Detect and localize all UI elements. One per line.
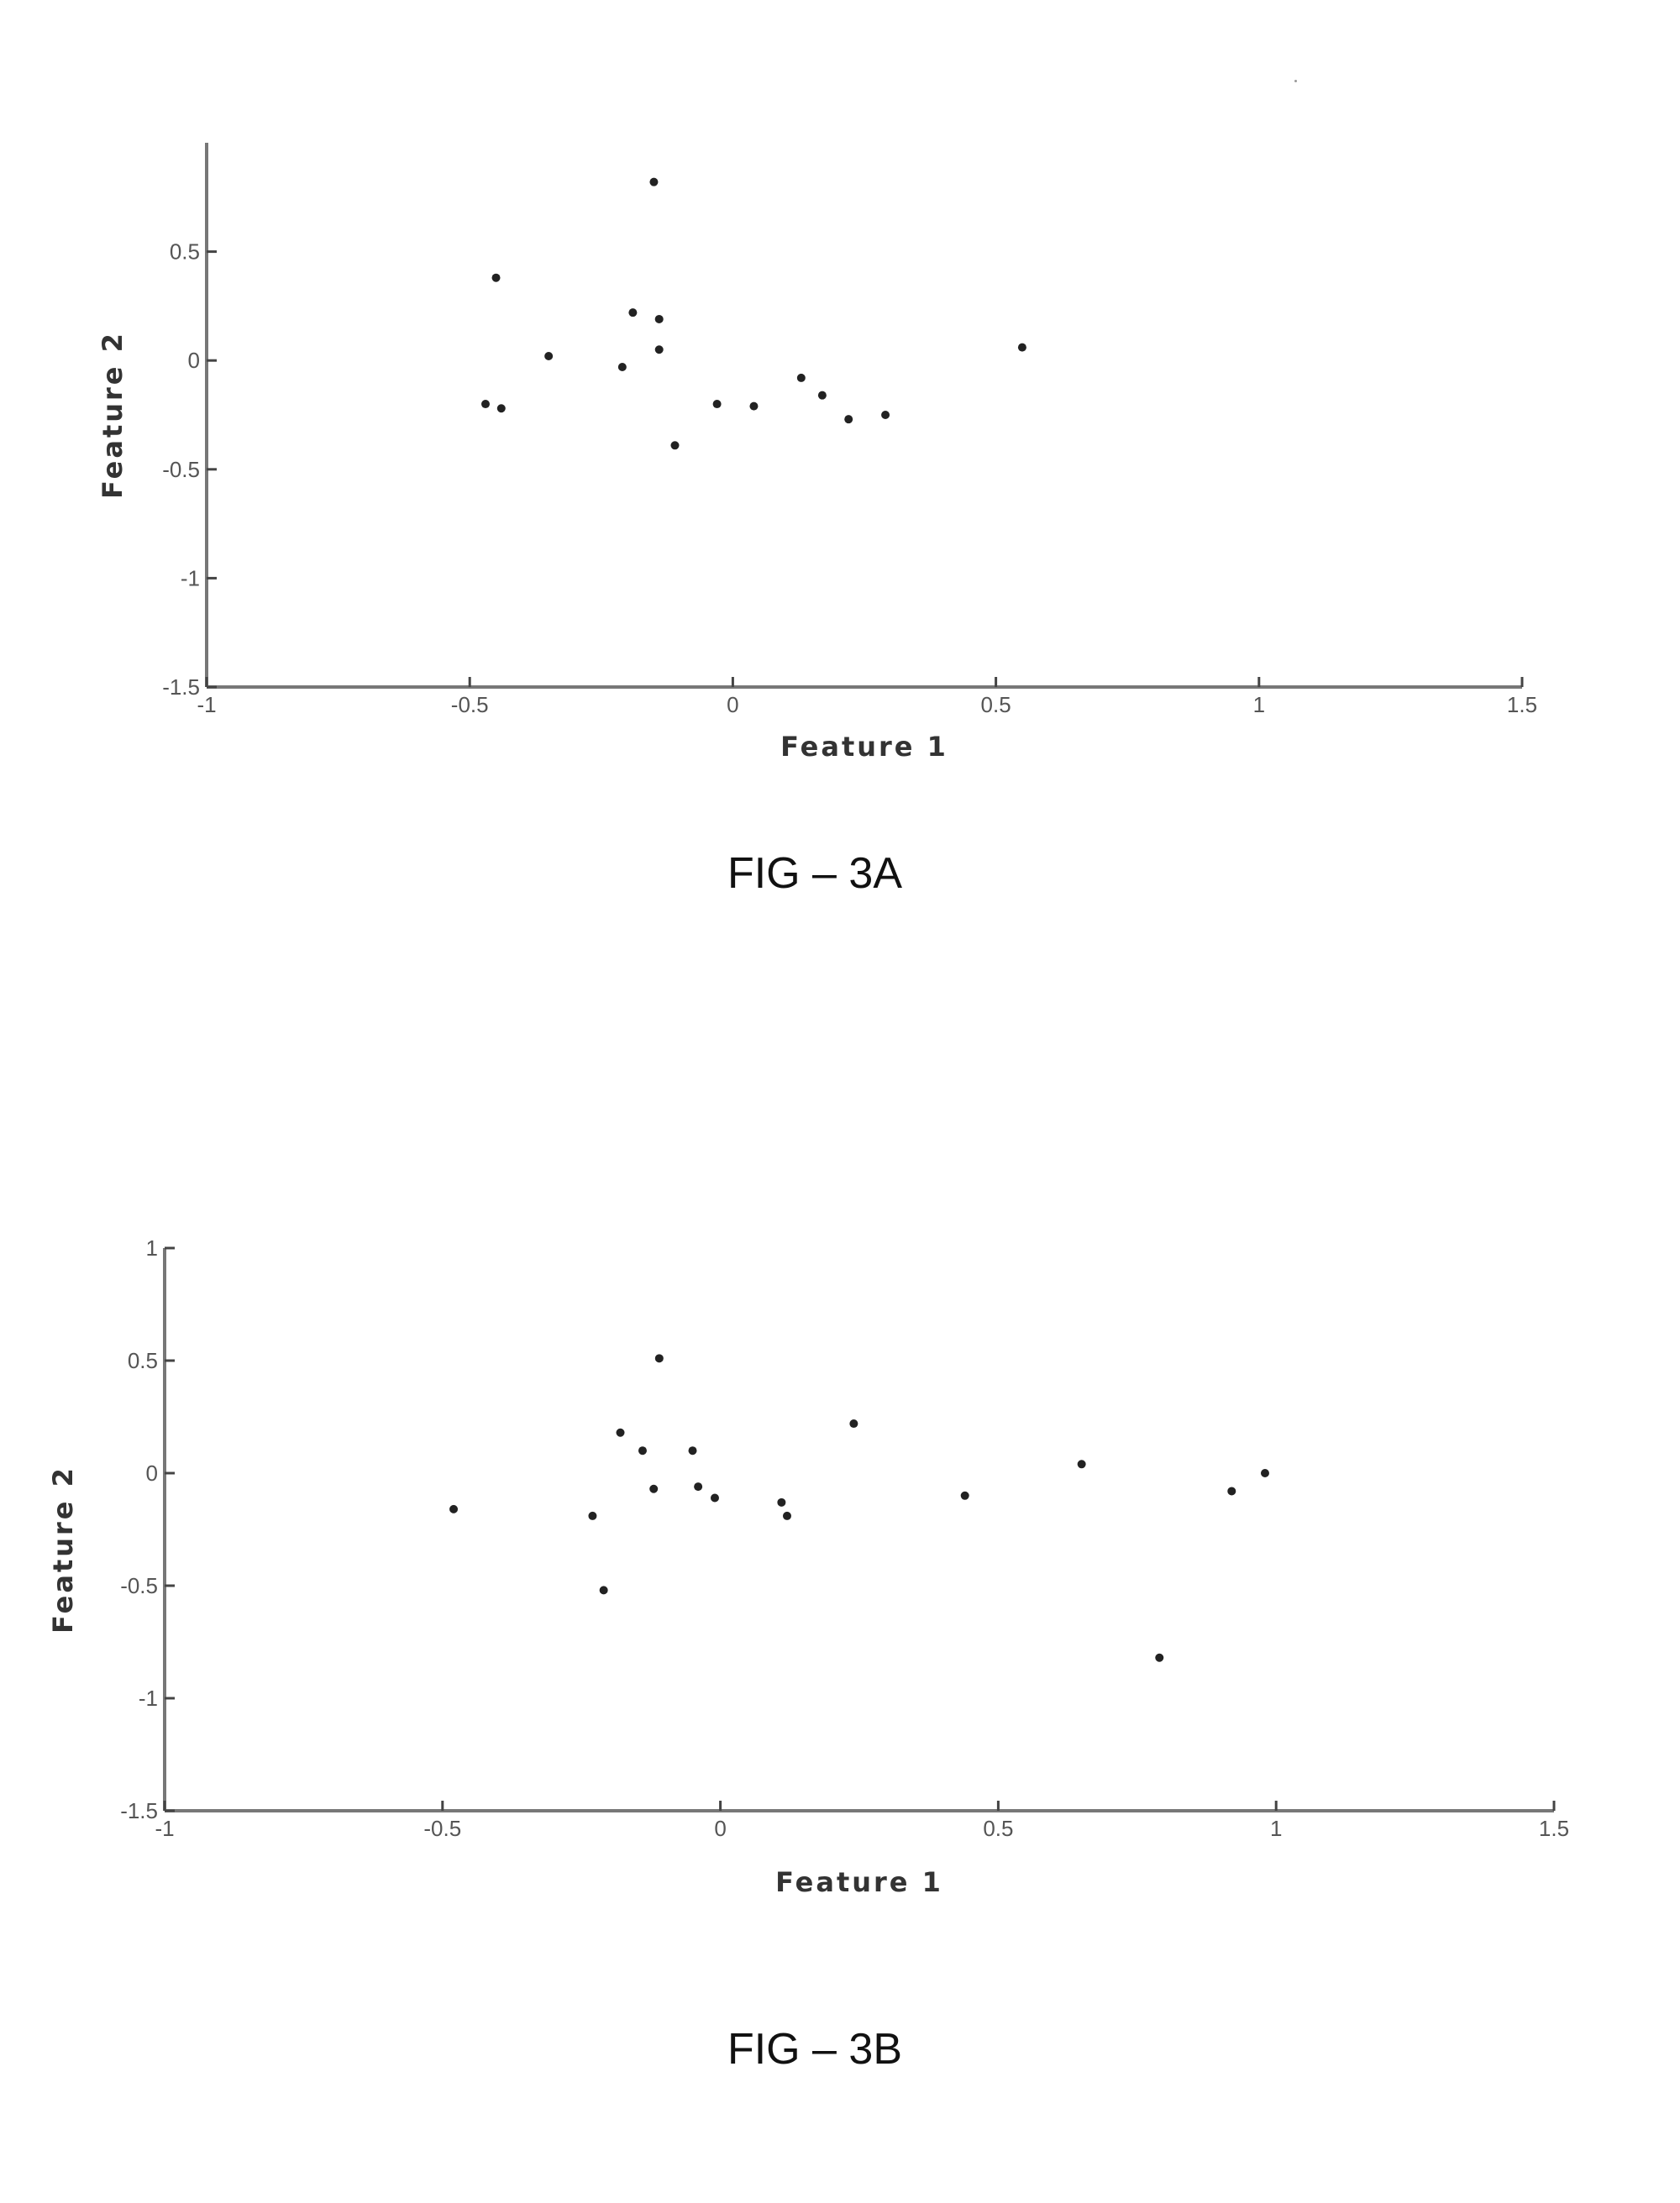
- data-point: [689, 1446, 697, 1455]
- y-tick-label: 0: [146, 1461, 158, 1486]
- x-axis-title: Feature 1: [780, 731, 948, 763]
- x-tick-label: 1.5: [1507, 692, 1537, 717]
- data-point: [694, 1482, 702, 1491]
- data-point: [649, 178, 658, 186]
- x-tick-label: -0.5: [423, 1816, 461, 1841]
- x-tick-label: 1.5: [1539, 1816, 1569, 1841]
- data-point: [797, 374, 806, 382]
- y-tick-label: 0: [188, 348, 200, 373]
- y-tick-label: -0.5: [162, 457, 200, 482]
- x-tick-label: 0: [714, 1816, 726, 1841]
- data-point: [588, 1512, 596, 1520]
- figure-caption-3a: FIG – 3A: [0, 848, 1630, 899]
- data-point: [544, 352, 553, 360]
- y-tick-label: 1: [146, 1235, 158, 1261]
- scatter-plot-3a: -1-0.500.511.5-1.5-1-0.500.5 Feature 1 F…: [0, 0, 1680, 1092]
- data-point: [628, 308, 637, 317]
- data-point: [649, 1485, 658, 1493]
- y-tick-label: 0.5: [128, 1348, 158, 1373]
- x-tick-label: 0: [727, 692, 738, 717]
- scan-speck: [1294, 80, 1297, 82]
- data-point: [1018, 344, 1026, 352]
- ticks-3b: -1-0.500.511.5-1.5-1-0.500.51: [120, 1235, 1569, 1841]
- data-point: [670, 441, 679, 449]
- y-tick-label: 0.5: [170, 239, 200, 265]
- data-point: [655, 315, 664, 323]
- data-point: [655, 1354, 664, 1362]
- figure-3b: -1-0.500.511.5-1.5-1-0.500.51 Feature 1 …: [0, 1092, 1680, 2203]
- data-point: [618, 363, 627, 371]
- data-point: [481, 400, 490, 408]
- x-tick-label: 0.5: [983, 1816, 1013, 1841]
- y-tick-label: -1.5: [120, 1798, 158, 1823]
- data-point: [617, 1429, 625, 1437]
- x-tick-label: 0.5: [981, 692, 1011, 717]
- y-axis-title: Feature 2: [47, 1466, 79, 1634]
- data-point: [961, 1492, 969, 1500]
- data-point: [749, 402, 758, 411]
- x-tick-label: 1: [1270, 1816, 1282, 1841]
- figure-3a: -1-0.500.511.5-1.5-1-0.500.5 Feature 1 F…: [0, 0, 1680, 1092]
- figure-caption-3b: FIG – 3B: [0, 2024, 1630, 2074]
- data-point: [849, 1419, 858, 1428]
- points-3b: [449, 1354, 1269, 1661]
- data-point: [713, 400, 722, 408]
- data-point: [655, 345, 664, 354]
- data-point: [492, 274, 501, 282]
- data-point: [1155, 1654, 1163, 1662]
- data-point: [638, 1446, 647, 1455]
- data-point: [1227, 1487, 1236, 1495]
- x-tick-label: -0.5: [451, 692, 489, 717]
- data-point: [818, 391, 827, 400]
- points-3a: [481, 178, 1026, 450]
- data-point: [844, 415, 853, 423]
- data-point: [1078, 1460, 1086, 1468]
- data-point: [711, 1493, 719, 1502]
- data-point: [783, 1512, 791, 1520]
- data-point: [497, 404, 506, 412]
- y-tick-label: -1.5: [162, 674, 200, 700]
- y-tick-label: -1: [139, 1686, 158, 1711]
- y-axis-title: Feature 2: [97, 331, 129, 499]
- data-point: [1261, 1469, 1269, 1477]
- y-tick-label: -1: [181, 565, 200, 590]
- axes-3b: [165, 1248, 1554, 1811]
- data-point: [881, 411, 890, 419]
- ticks-3a: -1-0.500.511.5-1.5-1-0.500.5: [162, 239, 1537, 717]
- data-point: [600, 1586, 608, 1594]
- x-axis-title: Feature 1: [775, 1866, 943, 1898]
- data-point: [777, 1498, 785, 1507]
- y-tick-label: -0.5: [120, 1573, 158, 1598]
- data-point: [449, 1505, 458, 1513]
- axes-3a: [207, 143, 1522, 687]
- x-tick-label: 1: [1253, 692, 1265, 717]
